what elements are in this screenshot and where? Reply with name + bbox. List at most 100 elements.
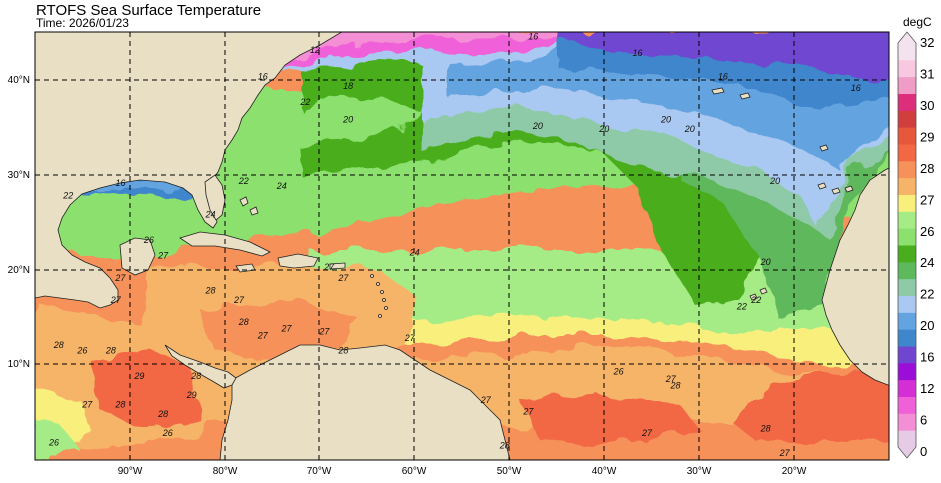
lat-label-10n: 10°N bbox=[8, 359, 30, 370]
contour-label: 20 bbox=[769, 176, 780, 186]
contour-label: 16 bbox=[632, 48, 642, 58]
contour-label: 27 bbox=[81, 400, 93, 410]
colorbar-band bbox=[898, 329, 916, 347]
colorbar-labels: 0 6 12 16 20 22 24 26 27 28 29 30 31 32 bbox=[920, 35, 934, 459]
colorbar-band bbox=[898, 110, 916, 128]
contour-label: 28 bbox=[157, 409, 168, 419]
lon-label-80w: 80°W bbox=[213, 466, 238, 477]
contour-label: 22 bbox=[750, 295, 761, 305]
colorbar-band bbox=[898, 413, 916, 431]
contour-label: 28 bbox=[53, 340, 64, 350]
colorbar-band bbox=[898, 211, 916, 229]
colorbar-band bbox=[898, 76, 916, 94]
contour-label: 20 bbox=[660, 114, 671, 124]
colorbar-tick-label: 26 bbox=[920, 224, 934, 239]
contour-label: 27 bbox=[404, 333, 416, 343]
contour-label: 16 bbox=[718, 72, 728, 82]
colorbar-band bbox=[898, 261, 916, 280]
colorbar-band bbox=[898, 144, 916, 162]
lat-label-30n: 30°N bbox=[8, 170, 30, 181]
map-title: RTOFS Sea Surface Temperature bbox=[36, 2, 262, 19]
contour-label: 22 bbox=[62, 190, 73, 200]
colorbar-band bbox=[898, 59, 916, 78]
contour-label: 16 bbox=[115, 178, 125, 188]
colorbar-tick-label: 12 bbox=[920, 381, 934, 396]
colorbar-band bbox=[898, 194, 916, 212]
contour-label: 26 bbox=[162, 428, 173, 438]
contour-label: 28 bbox=[238, 317, 249, 327]
contour-label: 24 bbox=[204, 210, 215, 220]
contour-label: 28 bbox=[105, 346, 116, 356]
lat-label-40n: 40°N bbox=[8, 75, 30, 86]
contour-label: 16 bbox=[851, 83, 861, 93]
contour-label: 27 bbox=[779, 448, 791, 458]
contour-label: 27 bbox=[257, 330, 269, 340]
colorbar-tick-label: 32 bbox=[920, 35, 934, 50]
lon-label-60w: 60°W bbox=[402, 466, 427, 477]
contour-label: 27 bbox=[110, 295, 122, 305]
lat-label-20n: 20°N bbox=[8, 265, 30, 276]
map-subtitle: Time: 2026/01/23 bbox=[36, 16, 129, 30]
colorbar-bands bbox=[898, 32, 916, 458]
contour-label: 27 bbox=[337, 273, 349, 283]
contour-label: 24 bbox=[276, 181, 287, 191]
colorbar-tick-label: 28 bbox=[920, 161, 934, 176]
contour-label: 27 bbox=[641, 428, 653, 438]
contour-label: 27 bbox=[522, 406, 534, 416]
contour-label: 27 bbox=[480, 395, 492, 405]
colorbar-band bbox=[898, 43, 916, 61]
colorbar-band bbox=[898, 295, 916, 313]
colorbar-tick-label: 31 bbox=[920, 67, 934, 82]
colorbar-tick-label: 0 bbox=[920, 444, 927, 459]
colorbar-tick-label: 22 bbox=[920, 287, 934, 302]
colorbar-max-extension bbox=[898, 32, 916, 43]
colorbar-band bbox=[898, 396, 916, 414]
colorbar-band bbox=[898, 177, 916, 195]
colorbar-band bbox=[898, 278, 916, 296]
contour-label: 26 bbox=[613, 366, 624, 376]
colorbar-band bbox=[898, 312, 916, 330]
contour-label: 20 bbox=[760, 257, 771, 267]
contour-label: 29 bbox=[186, 390, 197, 400]
colorbar-min-extension bbox=[898, 447, 916, 458]
colorbar-tick-label: 27 bbox=[920, 192, 934, 207]
contour-label: 22 bbox=[238, 176, 249, 186]
colorbar-band bbox=[898, 127, 916, 145]
lat-axis: 10°N 20°N 30°N 40°N bbox=[8, 75, 30, 370]
lon-label-20w: 20°W bbox=[782, 466, 807, 477]
contour-label: 27 bbox=[157, 250, 169, 260]
colorbar-band bbox=[898, 160, 916, 179]
contour-label: 20 bbox=[342, 114, 353, 124]
contour-label: 20 bbox=[598, 124, 609, 134]
contour-label: 27 bbox=[233, 295, 245, 305]
colorbar-band bbox=[898, 430, 916, 448]
contour-label: 20 bbox=[532, 121, 543, 131]
contour-label: 26 bbox=[48, 438, 59, 448]
colorbar-tick-label: 24 bbox=[920, 255, 934, 270]
contour-label: 16 bbox=[258, 72, 268, 82]
colorbar-unit-label: degC bbox=[903, 15, 932, 29]
contour-label: 28 bbox=[337, 346, 348, 356]
contour-label: 27 bbox=[280, 324, 292, 334]
map-frame bbox=[34, 31, 890, 461]
contour-label: 27 bbox=[318, 327, 330, 337]
lon-label-90w: 90°W bbox=[118, 466, 143, 477]
colorbar-band bbox=[898, 228, 916, 246]
lon-label-70w: 70°W bbox=[307, 466, 332, 477]
contour-label: 18 bbox=[343, 81, 353, 91]
colorbar-band bbox=[898, 362, 916, 381]
lon-label-40w: 40°W bbox=[592, 466, 617, 477]
contour-label: 27 bbox=[114, 273, 126, 283]
colorbar-band bbox=[898, 379, 916, 397]
contour-label: 28 bbox=[114, 400, 125, 410]
contour-label: 24 bbox=[409, 248, 420, 258]
colorbar-band bbox=[898, 346, 916, 364]
contour-label: 22 bbox=[736, 302, 747, 312]
colorbar-tick-label: 20 bbox=[920, 318, 934, 333]
lon-label-30w: 30°W bbox=[687, 466, 712, 477]
contour-label: 28 bbox=[499, 441, 510, 451]
